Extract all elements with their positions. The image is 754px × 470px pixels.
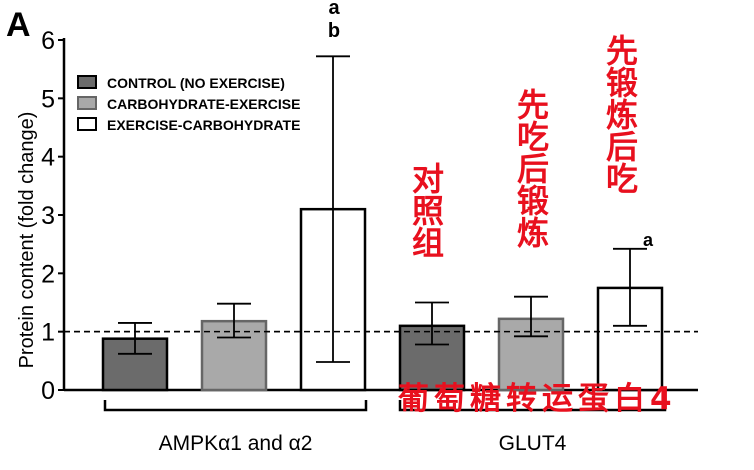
legend-swatch bbox=[77, 75, 97, 89]
category-label: GLUT4 bbox=[499, 432, 567, 455]
y-tick-label: 1 bbox=[41, 319, 55, 347]
legend-label: CARBOHYDRATE-EXERCISE bbox=[107, 96, 300, 112]
bar bbox=[398, 324, 466, 392]
legend-swatch bbox=[77, 117, 97, 131]
group-bracket bbox=[103, 400, 368, 412]
overlay-label-glut4: 葡萄糖转运蛋白4 bbox=[398, 381, 677, 417]
y-tick-label: 4 bbox=[41, 144, 55, 172]
overlay-label-control: 对照组 bbox=[407, 162, 445, 258]
annotation-a-glut4: a bbox=[643, 230, 654, 250]
annotation-b: b bbox=[328, 20, 340, 42]
category-label: AMPKα1 and α2 bbox=[159, 432, 313, 455]
overlay-label-carb-ex: 先吃后锻炼 bbox=[512, 88, 550, 248]
legend-label: CONTROL (NO EXERCISE) bbox=[107, 75, 285, 91]
legend-swatch bbox=[77, 96, 97, 110]
bar bbox=[200, 319, 268, 392]
annotation-a: a bbox=[328, 0, 340, 19]
y-axis-label: Protein content (fold change) bbox=[16, 112, 38, 369]
overlay-label-ex-carb: 先锻炼后吃 bbox=[601, 34, 639, 194]
y-tick-label: 5 bbox=[41, 85, 55, 113]
y-tick-label: 3 bbox=[41, 202, 55, 230]
legend-label: EXERCISE-CARBOHYDRATE bbox=[107, 117, 300, 133]
y-tick-label: 2 bbox=[41, 260, 55, 288]
group-bracket bbox=[398, 400, 667, 412]
y-tick-label: 6 bbox=[41, 27, 55, 55]
panel-label: A bbox=[6, 6, 31, 44]
y-tick-label: 0 bbox=[41, 377, 55, 405]
